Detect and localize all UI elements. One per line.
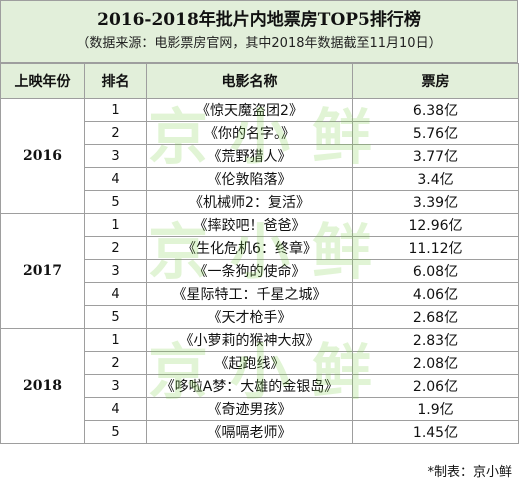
rank-cell: 2 [84, 236, 147, 260]
page-title: 2016-2018年批片内地票房TOP5排行榜 [97, 10, 421, 30]
table-row: 3 《荒野猎人》 3.77亿 [1, 144, 519, 168]
table-row: 2 《起跑线》 2.08亿 [1, 351, 519, 375]
table-row: 2018 1 《小萝莉的猴神大叔》 2.83亿 [0, 328, 519, 444]
table-row: 2016 1 《惊天魔盗团2》 6.38亿 [0, 98, 519, 214]
rank-cell: 5 [84, 420, 147, 444]
rank-cell: 4 [84, 282, 147, 306]
film-title-cell: 《摔跤吧！爸爸》 [146, 213, 353, 237]
box-office-cell: 2.68亿 [352, 305, 519, 329]
film-title-cell: 《你的名字。》 [146, 121, 353, 145]
box-office-cell: 6.38亿 [352, 98, 519, 122]
film-title-cell: 《星际特工：千星之城》 [146, 282, 353, 306]
rank-cell: 2 [84, 121, 147, 145]
credit-note: *制表：京小鲜 [427, 465, 512, 480]
rank-cell: 1 [84, 98, 147, 122]
film-title-cell: 《伦敦陷落》 [146, 167, 353, 191]
table-row: 5 《机械师2：复活》 3.39亿 [1, 190, 519, 214]
box-office-cell: 1.9亿 [352, 397, 519, 421]
table-body: 2016 1 《惊天魔盗团2》 6.38亿 2 《你的名字。》 5.76亿 3 《荒野猎人》 3.… [0, 98, 519, 444]
column-header-row: 上映年份 排名 电影名称 票房 [0, 63, 519, 99]
year-cell: 2017 [0, 213, 85, 329]
film-title-cell: 《天才枪手》 [146, 305, 353, 329]
film-title-cell: 《奇迹男孩》 [146, 397, 353, 421]
film-title-cell: 《机械师2：复活》 [146, 190, 353, 214]
rank-cell: 5 [84, 305, 147, 329]
box-office-cell: 6.08亿 [352, 259, 519, 283]
rank-cell: 3 [84, 144, 147, 168]
film-title-cell: 《生化危机6：终章》 [146, 236, 353, 260]
column-header-rank: 排名 [84, 63, 147, 99]
table-footer: *制表：京小鲜 [0, 462, 518, 485]
rank-cell: 1 [84, 213, 147, 237]
column-header-box-office: 票房 [352, 63, 519, 99]
film-title-cell: 《小萝莉的猴神大叔》 [146, 328, 353, 352]
rank-cell: 2 [84, 351, 147, 375]
box-office-cell: 1.45亿 [352, 420, 519, 444]
box-office-cell: 4.06亿 [352, 282, 519, 306]
data-source-note: （数据来源：电影票房官网，其中2018年数据截至11月10日） [76, 36, 442, 51]
column-header-title: 电影名称 [146, 63, 353, 99]
box-office-cell: 12.96亿 [352, 213, 519, 237]
box-office-cell: 2.83亿 [352, 328, 519, 352]
rank-cell: 4 [84, 397, 147, 421]
box-office-table: 上映年份 排名 电影名称 票房 2016 1 《惊天魔盗团2》 6.38亿 2 《你的名字… [0, 63, 519, 444]
film-title-cell: 《惊天魔盗团2》 [146, 98, 353, 122]
rank-cell: 1 [84, 328, 147, 352]
box-office-cell: 11.12亿 [352, 236, 519, 260]
year-cell: 2016 [0, 98, 85, 214]
box-office-cell: 3.77亿 [352, 144, 519, 168]
rank-cell: 3 [84, 259, 147, 283]
table-row: 2017 1 《摔跤吧！爸爸》 12.96亿 [0, 213, 519, 329]
table-row: 5 《嗝嗝老师》 1.45亿 [1, 420, 519, 444]
table-row: 4 《星际特工：千星之城》 4.06亿 [1, 282, 519, 306]
film-title-cell: 《一条狗的使命》 [146, 259, 353, 283]
box-office-cell: 3.39亿 [352, 190, 519, 214]
film-title-cell: 《起跑线》 [146, 351, 353, 375]
box-office-cell: 2.08亿 [352, 351, 519, 375]
table-row: 2 《生化危机6：终章》 11.12亿 [1, 236, 519, 260]
box-office-cell: 3.4亿 [352, 167, 519, 191]
film-title-cell: 《荒野猎人》 [146, 144, 353, 168]
rank-cell: 3 [84, 374, 147, 398]
column-header-year: 上映年份 [0, 63, 85, 99]
table-row: 4 《奇迹男孩》 1.9亿 [1, 397, 519, 421]
box-office-cell: 2.06亿 [352, 374, 519, 398]
film-title-cell: 《哆啦A梦：大雄的金银岛》 [146, 374, 353, 398]
rank-cell: 5 [84, 190, 147, 214]
table-header-banner: 2016-2018年批片内地票房TOP5排行榜 （数据来源：电影票房官网，其中2… [0, 0, 518, 63]
film-title-cell: 《嗝嗝老师》 [146, 420, 353, 444]
rank-cell: 4 [84, 167, 147, 191]
table-row: 5 《天才枪手》 2.68亿 [1, 305, 519, 329]
box-office-cell: 5.76亿 [352, 121, 519, 145]
year-cell: 2018 [0, 328, 85, 444]
